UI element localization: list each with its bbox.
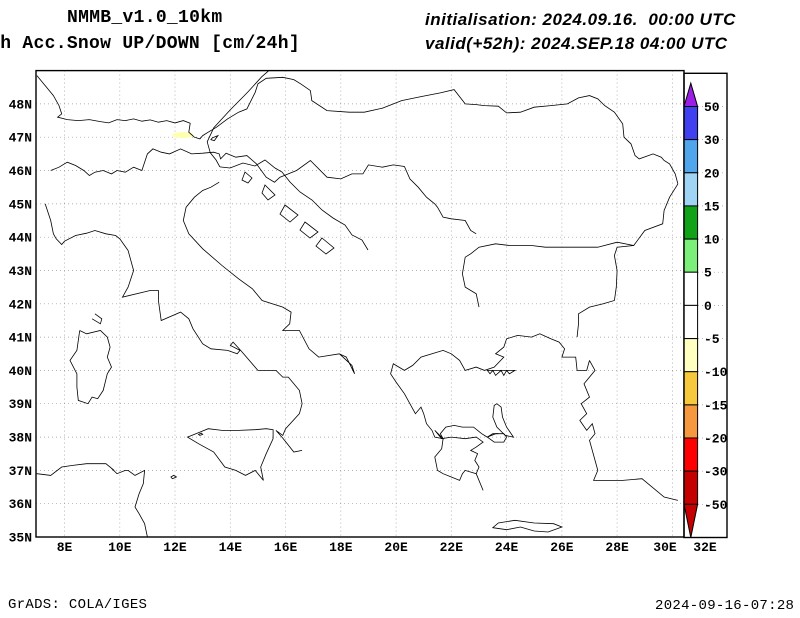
svg-text:37N: 37N: [9, 464, 32, 479]
svg-text:26E: 26E: [550, 540, 574, 555]
svg-text:24E: 24E: [495, 540, 519, 555]
svg-text:20E: 20E: [384, 540, 408, 555]
svg-text:44N: 44N: [9, 231, 32, 246]
svg-text:28E: 28E: [605, 540, 629, 555]
svg-text:5: 5: [704, 266, 712, 281]
svg-text:12E: 12E: [163, 540, 187, 555]
svg-text:47N: 47N: [9, 131, 32, 146]
svg-text:-5: -5: [704, 332, 720, 347]
svg-text:-30: -30: [704, 465, 728, 480]
svg-text:38N: 38N: [9, 431, 32, 446]
svg-text:-10: -10: [704, 365, 728, 380]
svg-text:43N: 43N: [9, 264, 32, 279]
svg-text:22E: 22E: [440, 540, 464, 555]
svg-text:48N: 48N: [9, 97, 32, 112]
svg-text:30: 30: [704, 133, 720, 148]
svg-text:36N: 36N: [9, 497, 32, 512]
svg-text:16E: 16E: [274, 540, 298, 555]
svg-text:46N: 46N: [9, 164, 32, 179]
svg-text:-20: -20: [704, 432, 728, 447]
svg-text:15: 15: [704, 199, 720, 214]
svg-text:8E: 8E: [57, 540, 73, 555]
svg-text:30E: 30E: [653, 540, 677, 555]
svg-text:32E: 32E: [693, 540, 717, 555]
svg-text:0: 0: [704, 299, 712, 314]
svg-text:14E: 14E: [219, 540, 243, 555]
svg-text:10: 10: [704, 233, 720, 248]
svg-text:-15: -15: [704, 398, 728, 413]
svg-text:10E: 10E: [108, 540, 132, 555]
svg-text:35N: 35N: [9, 531, 32, 546]
svg-text:42N: 42N: [9, 297, 32, 312]
svg-text:41N: 41N: [9, 331, 32, 346]
svg-text:45N: 45N: [9, 197, 32, 212]
svg-text:20: 20: [704, 166, 720, 181]
svg-text:39N: 39N: [9, 397, 32, 412]
svg-text:40N: 40N: [9, 364, 32, 379]
svg-text:-50: -50: [704, 498, 728, 513]
svg-text:50: 50: [704, 100, 720, 115]
svg-text:18E: 18E: [329, 540, 353, 555]
